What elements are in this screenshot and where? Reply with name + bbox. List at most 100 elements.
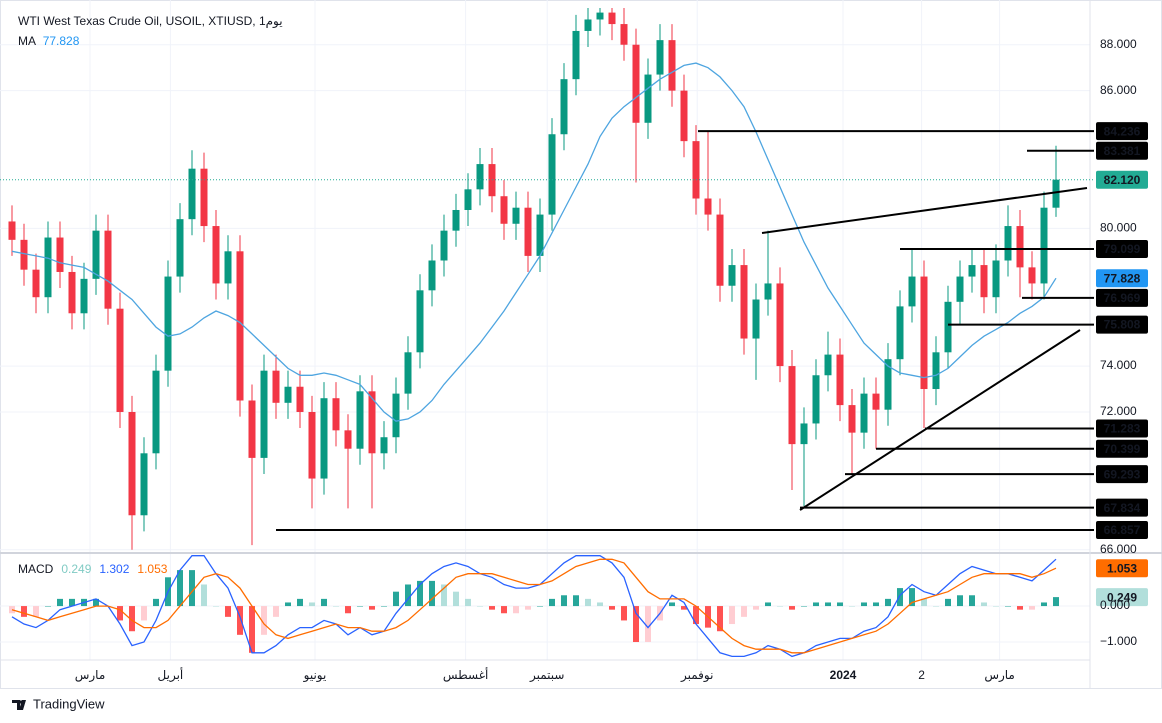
candle-body	[1052, 179, 1060, 208]
candle-body	[644, 74, 652, 123]
candle-body	[836, 354, 844, 406]
candle-body	[704, 198, 712, 215]
level-label: 70.399	[1104, 442, 1141, 456]
x-tick-label: نوفمبر	[680, 668, 713, 683]
macd-histogram-bar	[501, 606, 507, 614]
candle-body	[104, 230, 112, 309]
macd-legend: MACD 0.249 1.302 1.053	[18, 562, 168, 576]
macd-histogram-bar	[813, 602, 819, 607]
candle-body	[548, 134, 556, 215]
candle-body	[68, 271, 76, 314]
y-tick-label: 74.000	[1100, 358, 1137, 372]
macd-histogram-bar	[381, 606, 387, 607]
macd-histogram-bar	[669, 602, 675, 607]
macd-histogram-bar	[201, 584, 207, 607]
candle-body	[800, 423, 808, 445]
candle-body	[80, 278, 88, 314]
level-box	[1096, 288, 1148, 307]
candle-body	[284, 386, 292, 403]
macd-histogram-bar	[345, 606, 351, 614]
ma-legend: MA 77.828	[18, 34, 80, 48]
macd-pane	[9, 555, 1059, 658]
level-box	[1096, 141, 1148, 160]
macd-histogram-bar	[1017, 606, 1023, 610]
candle-body	[884, 359, 892, 410]
ma-box	[1096, 269, 1148, 288]
macd-line	[11, 555, 1057, 658]
y-tick-label: 88.000	[1100, 37, 1137, 51]
macd-histogram-bar	[477, 606, 483, 607]
ma-label: 77.828	[1104, 271, 1141, 285]
macd-histogram-bar	[609, 606, 615, 610]
chart-title: WTI West Texas Crude Oil, USOIL, XTIUSD,…	[18, 14, 283, 29]
ma-name: MA	[18, 34, 36, 48]
candle-body	[824, 354, 832, 376]
candle-body	[392, 393, 400, 438]
macd-histogram-bar	[9, 606, 15, 614]
macd-histogram-bar	[777, 606, 783, 607]
macd-histogram-bar	[525, 606, 531, 610]
macd-histogram-bar	[897, 588, 903, 607]
macd-histogram-bar	[1005, 606, 1011, 607]
candle-body	[404, 352, 412, 394]
trend-line	[761, 187, 1088, 234]
macd-histogram-bar	[933, 606, 939, 607]
macd-histogram-bar	[321, 598, 327, 607]
candle-body	[932, 352, 940, 390]
level-box	[1096, 439, 1148, 458]
candle-body	[416, 290, 424, 353]
macd-histogram-bar	[369, 606, 375, 610]
macd-histogram-bar	[585, 598, 591, 607]
x-tick-label: أبريل	[158, 667, 184, 683]
macd-histogram-bar	[177, 570, 183, 607]
macd-histogram-bar	[753, 606, 759, 610]
candle-body	[296, 386, 304, 412]
macd-histogram-bar	[309, 602, 315, 607]
macd-histogram-bar	[969, 595, 975, 607]
macd-histogram-bar	[33, 606, 39, 617]
candle-body	[212, 226, 220, 284]
macd-histogram-bar	[921, 598, 927, 607]
macd-histogram-bar	[789, 606, 795, 610]
y-tick-label: 66.000	[1100, 542, 1137, 556]
candle-body	[536, 214, 544, 256]
level-label: 71.283	[1104, 422, 1141, 436]
candle-body	[32, 269, 40, 298]
x-tick-label: يونيو	[303, 668, 327, 683]
candle-body	[224, 251, 232, 284]
overlay: 84.236 83.381 79.099 76.969 75.808 71.283 70.3…	[0, 122, 1148, 607]
macd-histogram-bar	[513, 606, 519, 614]
trend-line	[799, 329, 1081, 511]
candle-body	[92, 230, 100, 279]
level-label: 76.969	[1104, 291, 1141, 305]
candle-body	[896, 306, 904, 360]
y-tick-label: 72.000	[1100, 404, 1137, 418]
candle-body	[512, 207, 520, 224]
price-box	[1096, 170, 1148, 189]
candle-body	[716, 214, 724, 286]
macd-histogram-bar	[909, 588, 915, 607]
level-label: 84.236	[1104, 124, 1141, 138]
candle-body	[20, 239, 28, 270]
level-label: 79.099	[1104, 242, 1141, 256]
candle-body	[848, 405, 856, 433]
candle-body	[944, 301, 952, 353]
y-tick-label: 0.000	[1100, 598, 1130, 612]
macd-histogram-bar	[945, 598, 951, 607]
candle-body	[632, 44, 640, 123]
macd-histogram-bar	[597, 602, 603, 607]
macd-histogram-bar	[405, 584, 411, 607]
candle-body	[56, 237, 64, 272]
candle-body	[872, 393, 880, 410]
candle-body	[368, 391, 376, 454]
macd-histogram-bar	[141, 606, 147, 621]
candle-body	[728, 265, 736, 286]
brand: TradingView	[33, 696, 105, 711]
hist-box	[1096, 588, 1148, 607]
candle-body	[776, 283, 784, 367]
x-tick-label: مارس	[75, 668, 106, 683]
candle-body	[344, 430, 352, 449]
candle-body	[764, 283, 772, 300]
